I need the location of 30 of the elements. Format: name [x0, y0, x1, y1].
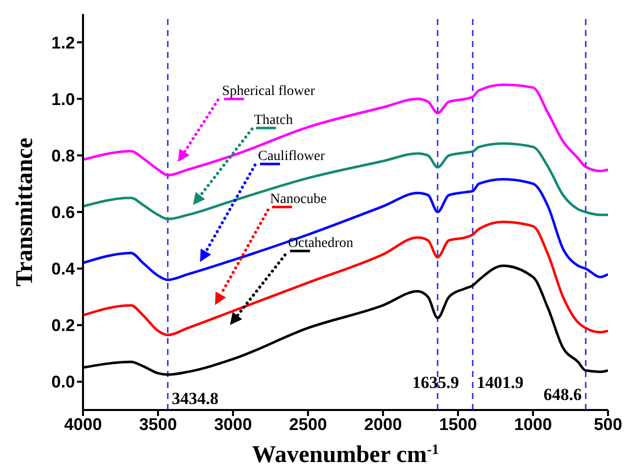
- ref-line-label: 648.6: [543, 385, 582, 404]
- line-series: [83, 83, 608, 176]
- x-tick-label: 4000: [64, 415, 102, 434]
- ref-line-label: 3434.8: [172, 389, 219, 408]
- x-tick-label: 1500: [439, 415, 477, 434]
- ref-line-label: 1401.9: [476, 373, 524, 392]
- y-tick-label: 0.8: [51, 146, 75, 166]
- ref-line-label: 1635.9: [412, 373, 459, 392]
- line-series: [83, 178, 608, 282]
- text: Cauliflower: [258, 149, 326, 164]
- text: Thatch: [254, 113, 293, 128]
- series-label: Spherical flower: [222, 84, 316, 99]
- line-series: [83, 220, 608, 336]
- text: Nanocube: [270, 192, 327, 207]
- y-tick-label: 1.2: [51, 33, 75, 52]
- y-tick-label: 0.2: [51, 316, 75, 336]
- x-tick-label: 2000: [364, 415, 402, 434]
- x-tick-label: 500: [594, 415, 622, 434]
- x-axis-title: Wavenumber cm$^{-1}$: [252, 442, 439, 468]
- text: Octahedron: [288, 236, 354, 251]
- y-tick-label: 0.4: [51, 260, 76, 279]
- x-tick-label: 1000: [514, 415, 552, 434]
- y-tick-label: 1.0: [51, 90, 75, 109]
- y-tick-label: 0.0: [51, 372, 75, 392]
- line-series: [83, 142, 608, 220]
- x-tick-label: 3000: [214, 415, 252, 434]
- y-axis-title: Transmittance: [12, 137, 38, 286]
- y-tick-label: 0.6: [51, 203, 75, 222]
- x-tick-label: 3500: [139, 415, 177, 434]
- x-tick-label: 2500: [289, 415, 327, 434]
